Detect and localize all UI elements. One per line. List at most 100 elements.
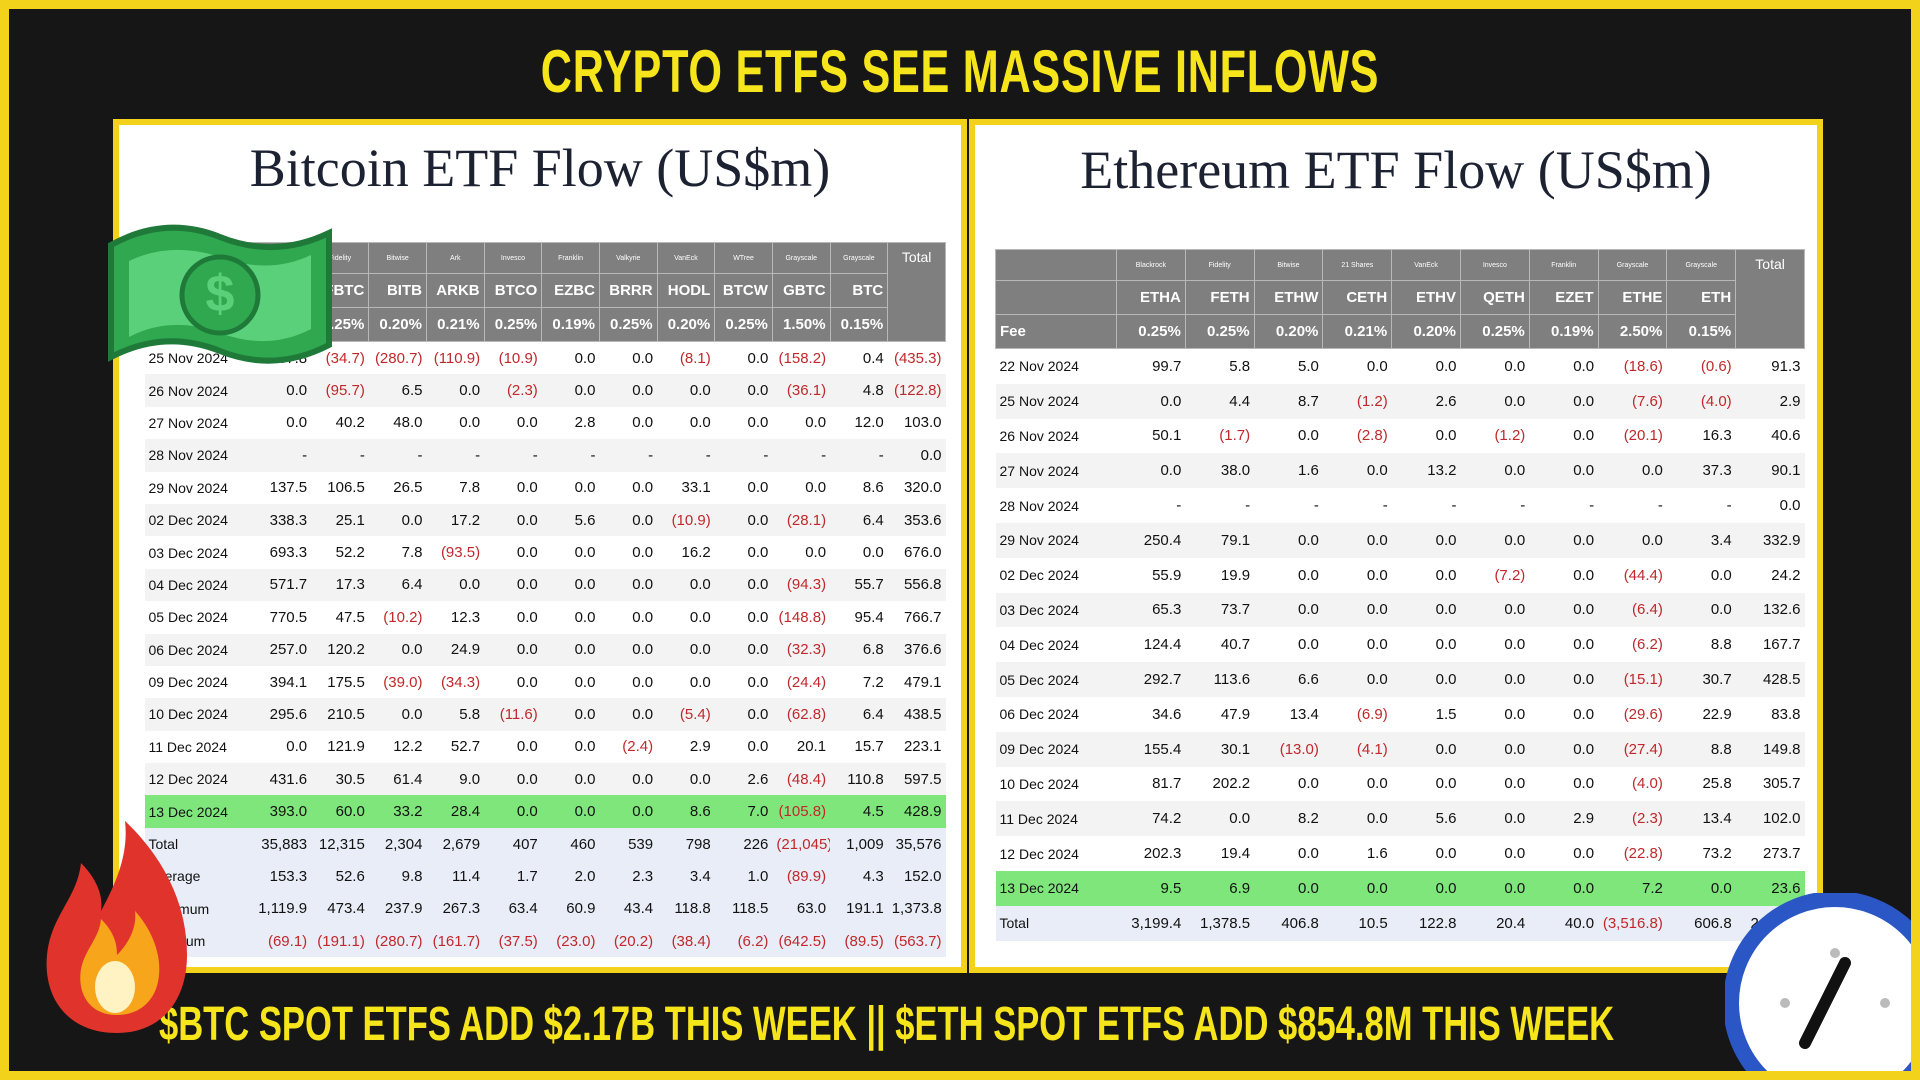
cell: 95.4 xyxy=(830,601,888,634)
cell: 0.0 xyxy=(1598,522,1667,558)
total-header: Total xyxy=(1735,249,1805,349)
cell: 0.0 xyxy=(541,795,600,828)
cell: 0.0 xyxy=(1598,453,1667,489)
cell: 0.0 xyxy=(1529,418,1599,454)
cell: 102.0 xyxy=(1735,801,1805,837)
fire-icon xyxy=(46,821,187,1033)
cell: 407 xyxy=(484,827,542,861)
cell: 0.0 xyxy=(1322,557,1392,593)
cell: (15.1) xyxy=(1598,662,1667,697)
cell: 2.6 xyxy=(1391,383,1461,419)
cell: 83.8 xyxy=(1735,696,1805,732)
cell: 30.7 xyxy=(1666,662,1736,697)
data-row: 10 Dec 2024 295.6 210.5 0.0 5.8 (11.6) 0.0 0.0(… xyxy=(144,698,946,731)
cell: 63.0 xyxy=(772,892,831,926)
cell: 12,315 xyxy=(311,827,369,861)
cell: - xyxy=(1185,488,1255,523)
ticker: BTC xyxy=(829,273,889,308)
cell: 0.0 xyxy=(657,601,715,634)
cell: 0.0 xyxy=(484,730,542,764)
cell: 0.0 xyxy=(714,568,773,602)
btc-table: BlackrockFidelityBitwiseArkInvescoFrankl… xyxy=(144,242,946,958)
cell: - xyxy=(1116,488,1186,523)
cell: 12.3 xyxy=(426,601,485,634)
cell: 3.4 xyxy=(657,860,715,893)
row-label: 10 Dec 2024 xyxy=(995,766,1117,802)
cell: 2.9 xyxy=(1735,383,1805,419)
cell: 0.0 xyxy=(1185,801,1255,837)
row-label: 12 Dec 2024 xyxy=(995,836,1117,871)
cell: 9.0 xyxy=(426,763,485,796)
row-label: 02 Dec 2024 xyxy=(144,503,254,537)
cell: 15.7 xyxy=(830,730,888,764)
cell: 16.2 xyxy=(657,536,715,569)
cell: 0.0 xyxy=(541,698,600,731)
cell: (110.9) xyxy=(426,341,485,375)
row-label: 13 Dec 2024 xyxy=(144,795,254,828)
cell: 20.1 xyxy=(772,730,831,764)
cell: 0.0 xyxy=(1529,453,1599,489)
cell: 0.0 xyxy=(1116,453,1186,489)
cell: 0.0 xyxy=(1322,522,1392,558)
cell: 11.4 xyxy=(426,860,485,893)
issuer: VanEck xyxy=(656,242,716,274)
cell: (1.2) xyxy=(1322,383,1392,419)
cell: 0.0 xyxy=(599,471,658,504)
cell: 149.8 xyxy=(1735,731,1805,767)
cell: 0.0 xyxy=(1391,836,1461,871)
cell: 273.7 xyxy=(1735,836,1805,871)
cell: (435.3) xyxy=(887,341,946,375)
data-row: 27 Nov 2024 0.0 40.2 48.0 0.0 0.0 2.8 0.0 0.0 0.0… xyxy=(144,406,946,440)
issuer: Invesco xyxy=(483,242,543,274)
cell: 798 xyxy=(657,827,715,861)
cell: 48.0 xyxy=(368,406,427,440)
cell: 0.0 xyxy=(1391,348,1461,384)
cell: 0.0 xyxy=(657,568,715,602)
cell: 1.7 xyxy=(484,860,542,893)
cell: (89.9) xyxy=(772,860,831,893)
cell: (69.1) xyxy=(253,925,312,958)
cell: 353.6 xyxy=(887,503,946,537)
cell: 0.0 xyxy=(1460,766,1530,802)
cell: (22.8) xyxy=(1598,836,1667,871)
ticker: BRRR xyxy=(598,273,658,308)
cell: 606.8 xyxy=(1666,905,1736,941)
cell: 0.0 xyxy=(1460,731,1530,767)
cell: 2,304 xyxy=(368,827,427,861)
issuer: Blackrock xyxy=(1116,249,1186,281)
cell: 202.3 xyxy=(1116,836,1186,871)
cell: 0.0 xyxy=(1460,662,1530,697)
row-label: 26 Nov 2024 xyxy=(144,374,254,407)
ticker: ARKB xyxy=(425,273,485,308)
cell: 65.3 xyxy=(1116,592,1186,628)
cell: 0.0 xyxy=(599,503,658,537)
cell: 0.0 xyxy=(426,374,485,407)
cell: 223.1 xyxy=(887,730,946,764)
cell: 22.9 xyxy=(1666,696,1736,732)
cell: 6.5 xyxy=(368,374,427,407)
row-label: 05 Dec 2024 xyxy=(995,662,1117,697)
row-label: 28 Nov 2024 xyxy=(144,439,254,472)
cell: 0.0 xyxy=(541,763,600,796)
cell: 0.0 xyxy=(1322,453,1392,489)
cell: 257.0 xyxy=(253,633,312,666)
cell: 0.0 xyxy=(657,763,715,796)
cell: 0.0 xyxy=(599,406,658,440)
cell: (7.2) xyxy=(1460,557,1530,593)
cell: 132.6 xyxy=(1735,592,1805,628)
cell: 60.0 xyxy=(311,795,369,828)
cell: 7.8 xyxy=(368,536,427,569)
row-label: 03 Dec 2024 xyxy=(995,592,1117,628)
cell: - xyxy=(772,439,831,472)
data-row: 05 Dec 2024 770.5 47.5 (10.2) 12.3 0.0 0.0 0.0 0… xyxy=(144,601,946,634)
cell: (38.4) xyxy=(657,925,715,958)
cell: 0.0 xyxy=(1460,522,1530,558)
cell: 0.0 xyxy=(1460,592,1530,628)
cell: (93.5) xyxy=(426,536,485,569)
fee-label: Fee xyxy=(995,314,1117,349)
data-row: 11 Dec 2024 74.2 0.0 8.2 0.0 5.6 0.0 2.9 (2.3) 13… xyxy=(995,801,1805,837)
cell: 3.4 xyxy=(1666,522,1736,558)
cell: (6.9) xyxy=(1322,696,1392,732)
data-row: 12 Dec 2024 202.3 19.4 0.0 1.6 0.0 0.0 0.0 (22.8… xyxy=(995,836,1805,871)
cell: 770.5 xyxy=(253,601,312,634)
